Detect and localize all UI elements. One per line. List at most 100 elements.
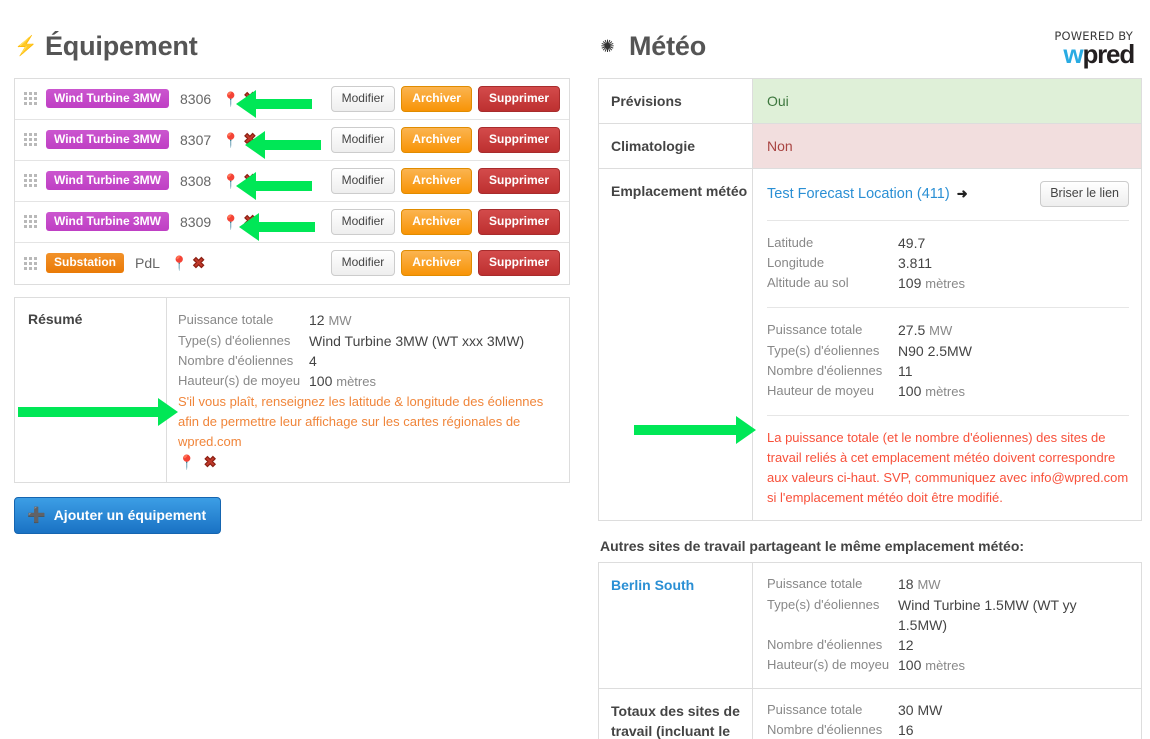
spec-field: Puissance totale 27.5 MW [767,320,1129,341]
field-key: Hauteur(s) de moyeu [767,657,890,673]
table-row[interactable]: Substation PdL 📍 ✖ Modifier Archiver Sup… [15,243,569,284]
delete-button[interactable]: Supprimer [477,250,560,277]
bolt-icon: ⚡ [14,36,38,58]
other-field: Type(s) d'éoliennes Wind Turbine 1.5MW (… [767,595,1129,635]
other-site-body: Puissance totale 18 MW Type(s) d'éolienn… [753,563,1141,688]
delete-button[interactable]: Supprimer [477,208,560,235]
modify-button[interactable]: Modifier [330,250,396,277]
modify-button[interactable]: Modifier [330,126,396,153]
close-icon[interactable]: ✖ [243,172,257,190]
totals-field: Nombre d'éoliennes 16 [767,720,1129,739]
other-site-link[interactable]: Berlin South [599,563,753,689]
row-actions: Modifier Archiver Supprimer [330,126,560,153]
table-row[interactable]: Wind Turbine 3MW 8309 📍 ✖ Modifier Archi… [15,202,569,243]
map-pin-icon[interactable]: 📍 [178,454,196,471]
location-link-line: Test Forecast Location (411) ➜ Briser le… [767,180,1129,208]
drag-handle-icon[interactable] [24,92,37,106]
delete-button[interactable]: Supprimer [477,126,560,153]
field-value: 100 mètres [309,372,376,389]
field-key: Altitude au sol [767,275,849,291]
drag-handle-icon[interactable] [24,215,37,229]
field-key: Nombre d'éoliennes [767,363,883,379]
equipment-type-badge: Wind Turbine 3MW [46,211,169,232]
table-row[interactable]: Wind Turbine 3MW 8308 📍 ✖ Modifier Archi… [15,161,569,202]
add-equipment-button[interactable]: ➕ Ajouter un équipement [14,496,222,534]
field-key: Latitude [767,235,814,251]
field-value: 12 [898,637,914,654]
totals-label: Totaux des sites de travail (incluant le… [599,689,753,739]
delete-button[interactable]: Supprimer [477,167,560,194]
map-pin-icon[interactable]: 📍 [170,255,189,272]
modify-button[interactable]: Modifier [330,167,396,194]
archive-button[interactable]: Archiver [401,167,472,194]
equipment-type-badge: Wind Turbine 3MW [46,170,169,191]
field-key: Type(s) d'éoliennes [767,343,880,359]
field-key: Puissance totale [178,311,274,327]
powered-by-label: POWERED BY [1054,29,1133,43]
equipment-list: Wind Turbine 3MW 8306 📍 ✖ Modifier Archi… [14,77,570,285]
table-row[interactable]: Wind Turbine 3MW 8306 📍 ✖ Modifier Archi… [15,79,569,120]
map-pin-icon[interactable]: 📍 [222,213,240,230]
equipment-code: 8306 [180,90,212,107]
close-icon[interactable]: ✖ [243,90,257,108]
field-value: 18 MW [898,576,941,593]
archive-button[interactable]: Archiver [401,126,472,153]
divider [767,415,1129,417]
equipment-column: ⚡ Équipement Wind Turbine 3MW 8306 📍 ✖ M… [14,0,570,534]
weather-location-body: Test Forecast Location (411) ➜ Briser le… [753,169,1141,521]
field-key: Nombre d'éoliennes [767,637,883,653]
spec-field: Hauteur de moyeu 100 mètres [767,381,1129,402]
other-field: Puissance totale 18 MW [767,574,1129,595]
coord-field: Latitude 49.7 [767,233,1129,253]
close-icon[interactable]: ✖ [243,213,257,231]
break-link-button[interactable]: Briser le lien [1040,180,1129,208]
field-value: N90 2.5MW [898,343,972,360]
plus-icon: ➕ [27,506,46,524]
totals-field: Puissance totale 30 MW [767,700,1129,720]
table-row[interactable]: Wind Turbine 3MW 8307 📍 ✖ Modifier Archi… [15,120,569,161]
add-equipment-label: Ajouter un équipement [53,506,207,523]
field-key: Type(s) d'éoliennes [767,597,880,613]
drag-handle-icon[interactable] [24,256,37,270]
forecast-value: Oui [753,78,1141,123]
archive-button[interactable]: Archiver [401,250,472,277]
weather-title: Météo [629,31,707,61]
modify-button[interactable]: Modifier [330,85,396,112]
weather-column: ✺ Météo POWERED BY wpred Prévisions Oui … [598,0,1142,739]
map-pin-icon[interactable]: 📍 [222,131,240,148]
field-value: 12 MW [309,311,352,328]
other-sites-title: Autres sites de travail partageant le mê… [600,538,1025,555]
field-key: Nombre d'éoliennes [767,722,883,738]
drag-handle-icon[interactable] [24,133,37,147]
field-value: 27.5 MW [898,322,953,339]
summary-field: Hauteur(s) de moyeu 100 mètres [178,371,569,392]
forecast-row: Prévisions Oui [599,78,1141,124]
archive-button[interactable]: Archiver [401,208,472,235]
modify-button[interactable]: Modifier [330,208,396,235]
delete-button[interactable]: Supprimer [477,85,560,112]
row-actions: Modifier Archiver Supprimer [330,208,560,235]
field-key: Hauteur de moyeu [767,383,874,399]
close-icon[interactable]: ✖ [203,453,217,471]
summary-label: Résumé [15,297,167,482]
coord-field: Longitude 3.811 [767,253,1129,273]
brand-name: wpred [1063,38,1135,69]
close-icon[interactable]: ✖ [243,131,257,149]
external-link-icon[interactable]: ➜ [956,186,968,202]
totals-body: Puissance totale 30 MW Nombre d'éolienne… [753,689,1141,739]
weather-location-link[interactable]: Test Forecast Location (411) [767,186,950,203]
latlon-warning-text: S'il vous plaît, renseignez les latitude… [178,393,544,449]
coord-field: Altitude au sol 109 mètres [767,273,1129,294]
weather-location-label: Emplacement météo [599,168,753,521]
map-pin-icon[interactable]: 📍 [222,90,240,107]
drag-handle-icon[interactable] [24,174,37,188]
archive-button[interactable]: Archiver [401,85,472,112]
other-field: Hauteur(s) de moyeu 100 mètres [767,655,1129,676]
map-pin-icon[interactable]: 📍 [222,172,240,189]
equipment-code: 8307 [180,131,212,148]
other-site-row: Berlin South Puissance totale 18 MW Type… [599,563,1141,690]
climatology-label: Climatologie [599,123,753,168]
forecast-label: Prévisions [599,78,753,123]
close-icon[interactable]: ✖ [192,254,205,272]
